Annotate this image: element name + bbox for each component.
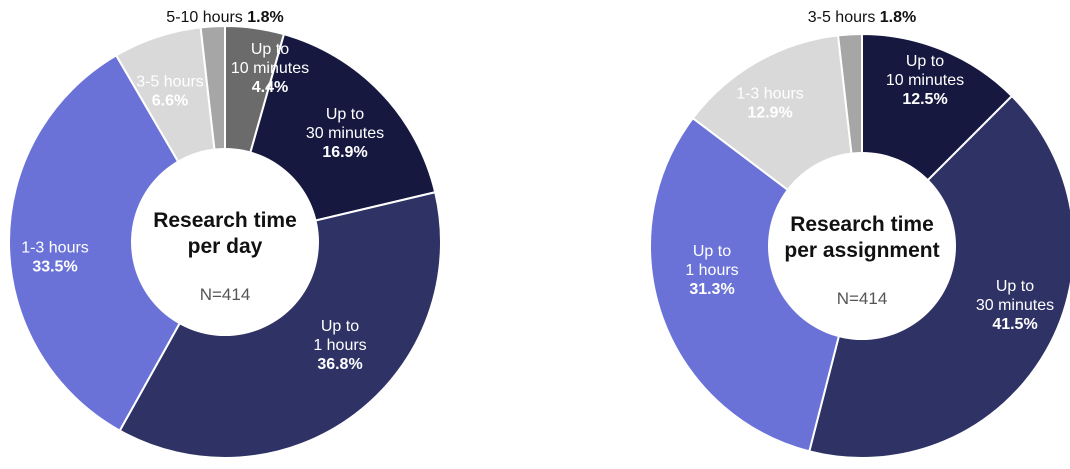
- pie-slice: [649, 116, 864, 453]
- pie-slice: [8, 54, 227, 432]
- slice-label: 3-5 hours 1.8%: [808, 9, 917, 26]
- slice-label: Up to 30 minutes 16.9%: [306, 106, 384, 161]
- slice-label: Up to 10 minutes 12.5%: [886, 53, 964, 108]
- slice-label: Up to 1 hours 31.3%: [685, 243, 738, 298]
- donut-hole: [131, 148, 319, 336]
- slice-label: Up to 30 minutes 41.5%: [976, 278, 1054, 333]
- pie-slice: [118, 191, 442, 459]
- slice-label: 3-5 hours 6.6%: [136, 74, 204, 110]
- donut-chart-1: Up to 10 minutes 4.4% Up to 30 minutes 16.9% U…: [8, 9, 442, 459]
- donut-hole: [768, 152, 956, 340]
- slice-label: Up to 1 hours 36.8%: [313, 318, 366, 373]
- sample-size-label: N=414: [837, 289, 888, 308]
- sample-size-label: N=414: [200, 285, 251, 304]
- donut-chart-2: Up to 10 minutes 12.5% Up to 30 minutes 41.5%…: [649, 9, 1070, 459]
- slice-label: 1-3 hours 12.9%: [736, 86, 804, 122]
- slice-label: 1-3 hours 33.5%: [21, 240, 89, 276]
- chart-title: Research time per assignment: [784, 213, 939, 262]
- slice-label: 5-10 hours 1.8%: [166, 9, 283, 26]
- slice-label: Up to 10 minutes 4.4%: [231, 41, 309, 96]
- chart-title: Research time per day: [153, 209, 297, 258]
